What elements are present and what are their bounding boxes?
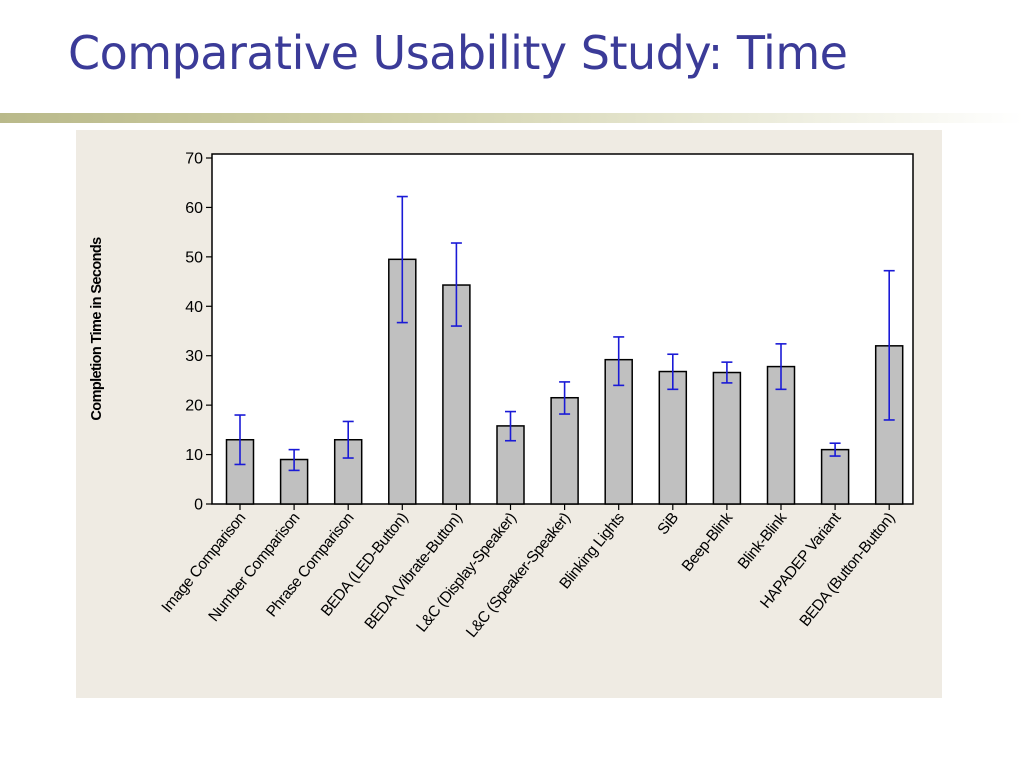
- y-axis: 0 10 20 30 40 50 60 70: [185, 151, 212, 514]
- chart-panel: 0 10 20 30 40 50 60 70 Image Comparison Number C…: [76, 130, 942, 698]
- slide-title: Comparative Usability Study: Time: [68, 26, 848, 80]
- error-bar: [829, 442, 841, 457]
- bar: [333, 438, 363, 505]
- error-bar: [450, 242, 462, 327]
- error-bar: [775, 343, 787, 391]
- error-bar: [559, 381, 571, 415]
- bar: [658, 370, 688, 505]
- x-tick-label: Blink-Blink: [735, 509, 791, 572]
- error-bar: [667, 353, 679, 391]
- error-bar: [396, 195, 408, 324]
- y-tick-label: 30: [185, 348, 203, 365]
- y-tick-label: 40: [185, 299, 203, 316]
- y-tick-label: 0: [194, 497, 203, 514]
- x-tick-label: BEDA (Vibrate-Button): [361, 510, 465, 633]
- bar: [820, 448, 850, 505]
- error-bar: [234, 414, 246, 466]
- error-bar: [342, 420, 354, 459]
- x-tick-label: SiB: [654, 510, 682, 538]
- x-tick-label: L&C (Speaker-Speaker): [463, 510, 574, 641]
- y-tick-label: 50: [185, 249, 203, 266]
- error-bar: [721, 361, 733, 384]
- error-bar: [613, 336, 625, 387]
- error-bars: [234, 195, 895, 472]
- bar: [712, 371, 742, 505]
- y-axis-label: Completion Time in Seconds: [89, 237, 105, 421]
- y-tick-label: 10: [185, 447, 203, 464]
- bar: [225, 438, 255, 505]
- error-bar: [505, 410, 516, 442]
- error-bar: [288, 448, 300, 472]
- x-tick-label: Number Comparison: [205, 510, 303, 625]
- y-tick-label: 70: [185, 151, 203, 168]
- y-tick-label: 60: [185, 200, 203, 217]
- y-tick-label: 20: [185, 398, 203, 415]
- x-tick-label: L&C (Display-Speaker): [413, 510, 520, 636]
- error-bar: [883, 269, 895, 421]
- x-tick-label: Beep-Blink: [679, 509, 737, 575]
- title-divider: [0, 113, 1024, 123]
- x-tick-label: BEDA (Button-Button): [797, 510, 899, 630]
